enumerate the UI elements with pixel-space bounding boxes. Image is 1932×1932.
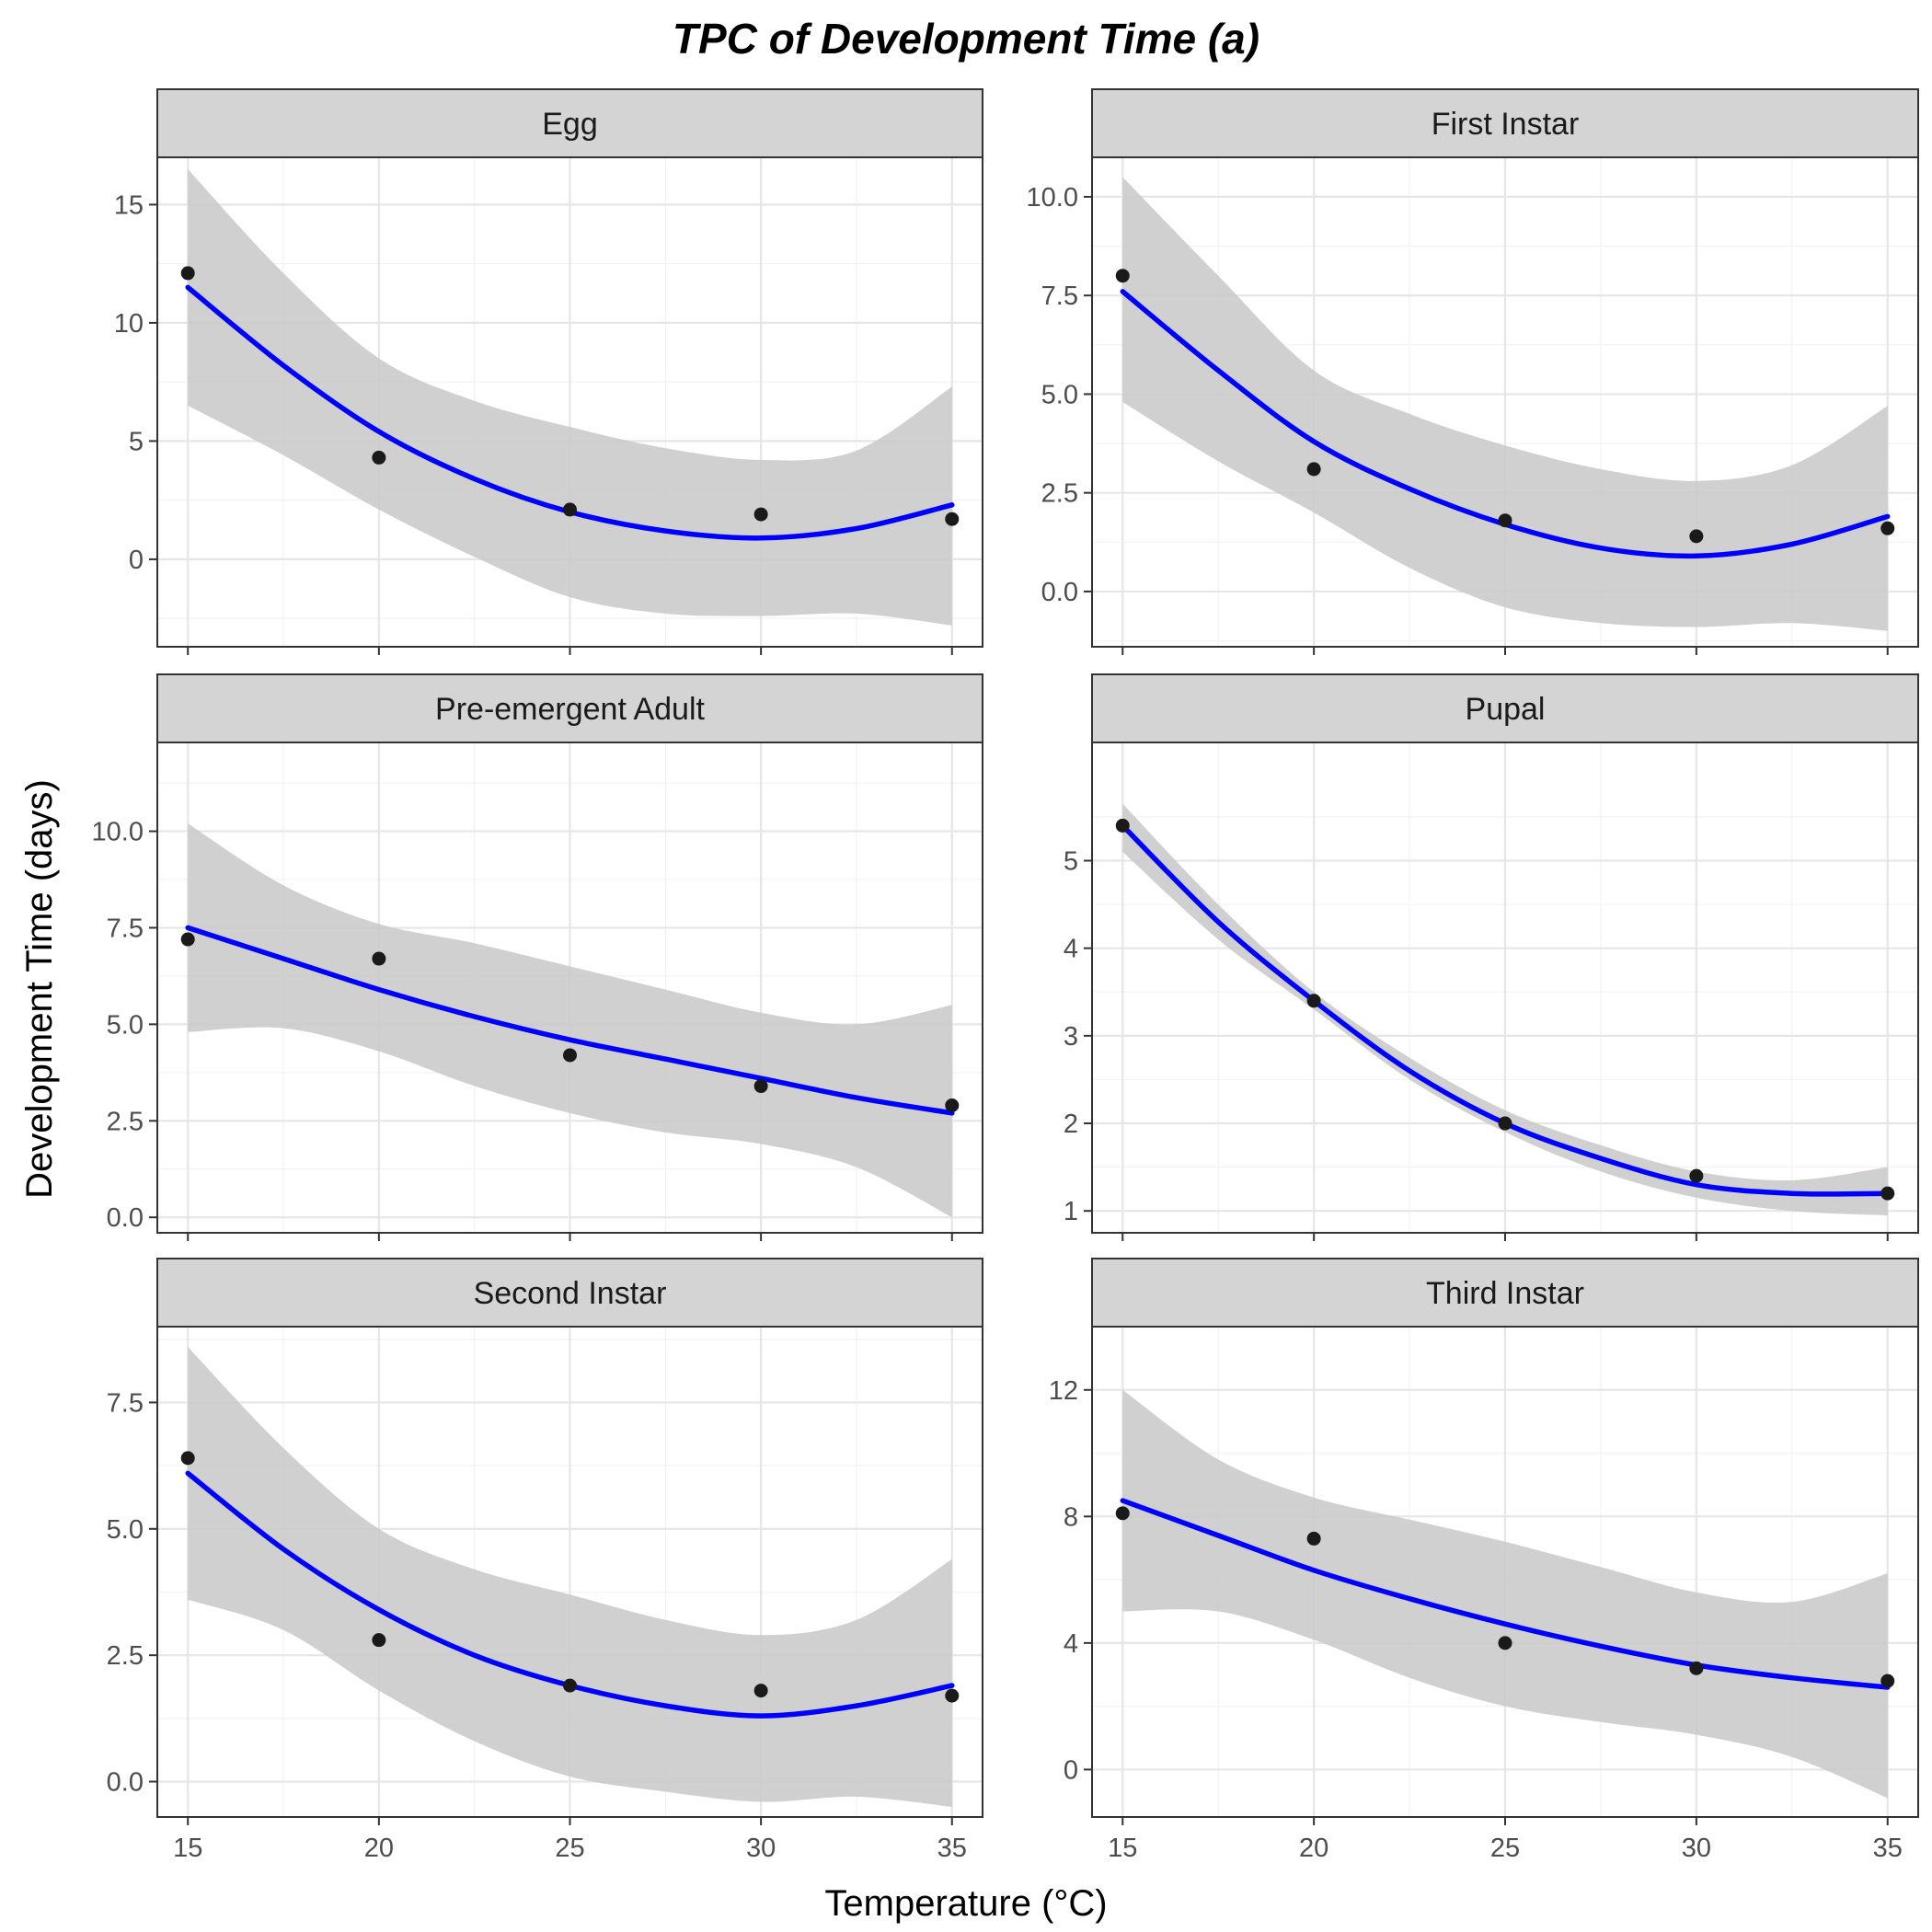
y-tick-label: 4 (1064, 1629, 1078, 1659)
y-tick-label: 8 (1064, 1502, 1078, 1532)
data-point (1689, 529, 1704, 544)
y-tick-label: 7.5 (107, 1388, 144, 1418)
y-tick-label: 10.0 (92, 818, 144, 847)
data-point (753, 507, 768, 522)
y-tick-label: 4 (1064, 935, 1078, 964)
y-tick-label: 5 (1064, 846, 1078, 876)
fit-line (1120, 822, 1891, 1197)
x-axis-title: Temperature (°C) (824, 1883, 1107, 1924)
y-tick-label: 12 (1049, 1376, 1078, 1406)
data-point (563, 1048, 577, 1063)
data-point (1115, 1506, 1130, 1521)
data-point (1306, 994, 1321, 1008)
facet-strip-label: Pupal (1466, 692, 1546, 727)
x-tick-label: 25 (1490, 1834, 1520, 1863)
facet-strip-label: Third Instar (1426, 1276, 1584, 1311)
x-tick-label: 15 (1108, 1834, 1137, 1863)
confidence-band (1122, 177, 1888, 631)
x-tick-label: 35 (937, 1834, 967, 1863)
x-tick-label: 30 (746, 1834, 776, 1863)
data-point (563, 1678, 577, 1693)
data-point (1689, 1661, 1704, 1675)
data-point (1880, 521, 1895, 535)
data-point (1498, 1636, 1512, 1650)
data-point (180, 1451, 195, 1466)
data-point (945, 1688, 960, 1703)
facet-strip-label: Second Instar (474, 1276, 667, 1311)
data-point (945, 512, 960, 526)
data-point (1498, 1116, 1512, 1131)
y-tick-label: 5 (129, 427, 144, 456)
data-point (753, 1684, 768, 1698)
fit-line (1120, 1498, 1891, 1690)
y-tick-label: 0.0 (1041, 578, 1078, 607)
panel-third-instar: Third Instar 0 4 8 12 15 20 25 30 35 (1049, 1258, 1919, 1863)
panel-pre-emergent-adult: Pre-emergent Adult 0.0 2.5 5.0 7.5 10.0 (92, 673, 983, 1241)
data-point (180, 266, 195, 281)
facet-strip-label: Egg (542, 107, 598, 142)
confidence-band (1122, 1389, 1888, 1799)
data-point (1880, 1673, 1895, 1688)
facet-strip (1091, 673, 1919, 743)
data-point (563, 502, 577, 517)
facet-strip (156, 88, 983, 158)
y-tick-label: 2.5 (1041, 479, 1078, 509)
data-point (1115, 269, 1130, 283)
facet-strip (1091, 88, 1919, 158)
panel-second-instar: Second Instar 0.0 2.5 5.0 7.5 15 20 25 30 35 (107, 1258, 983, 1863)
data-point (1498, 513, 1512, 528)
x-tick-label: 25 (555, 1834, 584, 1863)
x-tick-label: 20 (364, 1834, 394, 1863)
y-tick-label: 15 (114, 190, 144, 220)
y-tick-label: 0.0 (107, 1203, 144, 1233)
panel-egg: Egg 0 5 10 15 (114, 88, 983, 655)
confidence-band (188, 823, 952, 1218)
facet-strip-label: Pre-emergent Adult (435, 692, 705, 727)
facet-strip-label: First Instar (1432, 107, 1580, 142)
y-tick-label: 2 (1064, 1110, 1078, 1139)
y-tick-label: 5.0 (107, 1010, 144, 1040)
data-point (1880, 1186, 1895, 1201)
y-tick-label: 0.0 (107, 1768, 144, 1798)
data-point (1306, 462, 1321, 477)
data-point (1689, 1168, 1704, 1183)
y-tick-label: 1 (1064, 1197, 1078, 1226)
facet-strip (156, 673, 983, 743)
data-point (945, 1098, 960, 1113)
data-point (753, 1079, 768, 1094)
y-tick-label: 2.5 (107, 1107, 144, 1136)
fit-line (185, 925, 955, 1116)
y-tick-label: 0 (1064, 1755, 1078, 1785)
data-point (1306, 1531, 1321, 1546)
chart-title: TPC of Development Time (a) (673, 15, 1259, 63)
y-tick-label: 7.5 (107, 914, 144, 943)
y-tick-label: 5.0 (107, 1515, 144, 1545)
panel-pupal: Pupal 1 2 3 4 5 (1064, 673, 1919, 1241)
data-point (372, 951, 386, 966)
data-point (372, 450, 386, 465)
panel-first-instar: First Instar 0.0 2.5 5.0 7.5 10.0 (1027, 88, 1919, 655)
y-tick-label: 3 (1064, 1022, 1078, 1052)
y-tick-label: 10.0 (1027, 183, 1078, 213)
x-tick-label: 30 (1682, 1834, 1711, 1863)
data-point (372, 1633, 386, 1648)
y-axis-title: Development Time (days) (19, 779, 60, 1199)
y-tick-label: 10 (114, 309, 144, 339)
facet-strip (156, 1258, 983, 1328)
data-point (180, 932, 195, 947)
y-tick-label: 7.5 (1041, 282, 1078, 311)
data-point (1115, 818, 1130, 833)
x-tick-label: 15 (173, 1834, 202, 1863)
x-tick-label: 20 (1299, 1834, 1328, 1863)
x-tick-label: 35 (1873, 1834, 1903, 1863)
facet-strip (1091, 1258, 1919, 1328)
y-tick-label: 0 (129, 546, 144, 575)
y-tick-label: 5.0 (1041, 380, 1078, 409)
y-tick-label: 2.5 (107, 1641, 144, 1671)
